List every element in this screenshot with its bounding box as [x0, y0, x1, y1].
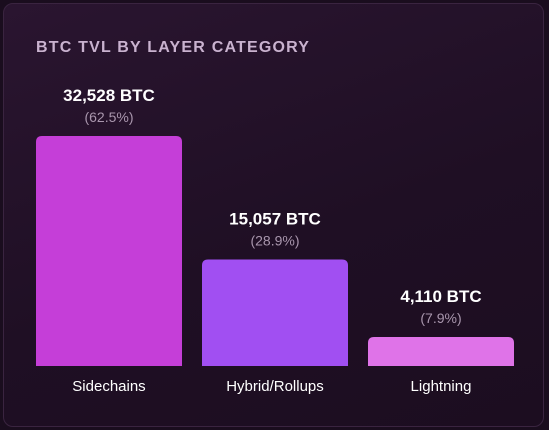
bar-value-label: 4,110 BTC: [400, 287, 481, 306]
bar-value-label: 32,528 BTC: [63, 86, 155, 105]
bar-lightning: [368, 336, 514, 366]
bar-chart: 32,528 BTC (62.5%) Sidechains 15,057 BTC (28…: [36, 86, 514, 395]
bar-percent-label: (62.5%): [84, 109, 133, 125]
bar-hybrid-rollups: [202, 259, 348, 366]
bar-percent-label: (28.9%): [250, 233, 299, 249]
bar-percent-label: (7.9%): [420, 310, 461, 326]
bar-sidechains: [36, 136, 182, 366]
category-label: Sidechains: [72, 378, 145, 395]
category-label: Hybrid/Rollups: [226, 378, 324, 395]
chart-card: BTC TVL BY LAYER CATEGORY 32,528 BTC (62.…: [3, 3, 544, 427]
chart-title: BTC TVL BY LAYER CATEGORY: [36, 39, 311, 56]
category-label: Lightning: [411, 378, 472, 395]
bar-value-label: 15,057 BTC: [229, 210, 321, 229]
